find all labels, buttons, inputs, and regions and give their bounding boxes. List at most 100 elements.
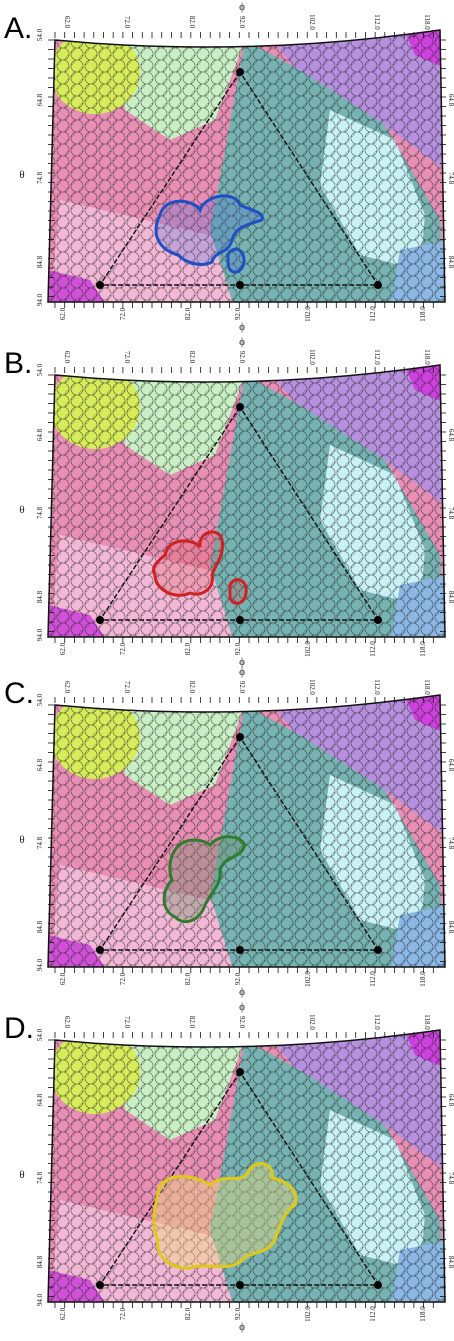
theta-tick-label: 84.8: [36, 255, 44, 268]
theta-tick-label: 74.8: [447, 172, 454, 185]
phi-tick-label: 102.0: [304, 641, 312, 657]
theta-tick-label: 64.8: [36, 758, 44, 771]
phi-tick-label: 102.0: [308, 1014, 316, 1030]
vertex: [96, 616, 104, 624]
vertex: [236, 1068, 244, 1076]
phi-tick-label: 82.0: [184, 1307, 192, 1320]
phi-tick-label: 82.0: [188, 16, 196, 29]
phi-tick-label: 118.0: [419, 306, 427, 322]
phi-tick-label: 92.0: [234, 307, 242, 320]
phi-tick-label: 112.0: [373, 349, 381, 365]
cell-texture: [40, 355, 450, 645]
vertex: [236, 616, 244, 624]
phi-tick-label: 118.0: [423, 1014, 431, 1030]
theta-tick-label: 84.8: [447, 256, 454, 269]
theta-tick-label: 74.8: [36, 171, 44, 184]
phi-tick-label: 102.0: [304, 971, 312, 987]
theta-tick-label: 64.8: [447, 94, 454, 107]
phi-tick-label: 112.0: [369, 641, 377, 657]
vertex: [236, 68, 244, 76]
phi-tick-label: 82.0: [188, 1016, 196, 1029]
panel-label: C.: [4, 677, 34, 710]
vertex: [236, 281, 244, 289]
phi-tick-label: 82.0: [184, 642, 192, 655]
phi-tick-label: 118.0: [419, 641, 427, 657]
phi-label-bottom: ϕ: [239, 986, 245, 998]
theta-tick-label: 64.8: [447, 759, 454, 772]
phi-tick-label: 118.0: [423, 349, 431, 365]
theta-tick-label: 94.0: [36, 293, 44, 306]
surface-map: [40, 355, 450, 645]
theta-tick-label: 84.8: [36, 920, 44, 933]
phi-label-top: ϕ: [239, 1001, 245, 1013]
phi-tick-label: 102.0: [308, 349, 316, 365]
phi-tick-label: 72.0: [123, 16, 131, 29]
theta-tick-label: 74.8: [36, 1171, 44, 1184]
theta-tick-label: 94.0: [36, 1293, 44, 1306]
phi-tick-label: 72.0: [119, 642, 127, 655]
theta-tick-label: 64.8: [447, 1094, 454, 1107]
phi-tick-label: 92.0: [238, 681, 246, 694]
theta-tick-label: 64.8: [447, 429, 454, 442]
surface-map: [40, 685, 450, 975]
phi-tick-label: 62.0: [63, 681, 71, 694]
theta-tick-label: 74.8: [447, 837, 454, 850]
phi-label-top: ϕ: [239, 666, 245, 678]
theta-tick-label: 74.8: [447, 507, 454, 520]
phi-tick-label: 102.0: [308, 14, 316, 30]
vertex: [374, 1281, 382, 1289]
vertex: [236, 733, 244, 741]
phi-tick-label: 112.0: [373, 1014, 381, 1030]
theta-tick-label: 74.8: [36, 836, 44, 849]
panel-label: B.: [4, 347, 32, 380]
cell-texture: [40, 685, 450, 975]
theta-tick-label: 54.0: [36, 1028, 44, 1041]
vertex: [236, 946, 244, 954]
theta-tick-label: 54.0: [36, 363, 44, 376]
phi-tick-label: 102.0: [308, 679, 316, 695]
vertex: [96, 946, 104, 954]
vertex: [96, 1281, 104, 1289]
theta-tick-label: 84.8: [36, 590, 44, 603]
cell-texture: [40, 1020, 450, 1310]
vertex: [96, 281, 104, 289]
phi-tick-label: 112.0: [369, 1306, 377, 1322]
vertex: [374, 946, 382, 954]
highlight-region: [230, 580, 246, 604]
theta-label: θ: [19, 1169, 24, 1181]
phi-tick-label: 118.0: [419, 971, 427, 987]
phi-tick-label: 82.0: [188, 351, 196, 364]
phi-tick-label: 102.0: [304, 306, 312, 322]
vertex: [236, 1281, 244, 1289]
phi-tick-label: 82.0: [188, 681, 196, 694]
theta-tick-label: 64.8: [36, 93, 44, 106]
theta-label: θ: [19, 169, 24, 181]
phi-tick-label: 62.0: [59, 307, 67, 320]
theta-tick-label: 64.8: [36, 428, 44, 441]
phi-tick-label: 92.0: [234, 1307, 242, 1320]
phi-tick-label: 118.0: [423, 14, 431, 30]
theta-tick-label: 64.8: [36, 1093, 44, 1106]
theta-tick-label: 74.8: [36, 506, 44, 519]
theta-tick-label: 54.0: [36, 693, 44, 706]
phi-tick-label: 102.0: [304, 1306, 312, 1322]
phi-tick-label: 62.0: [63, 1016, 71, 1029]
highlight-region: [228, 249, 244, 272]
phi-tick-label: 62.0: [59, 642, 67, 655]
phi-tick-label: 92.0: [238, 351, 246, 364]
phi-tick-label: 118.0: [423, 679, 431, 695]
surface-map: [40, 20, 450, 310]
theta-tick-label: 54.0: [36, 28, 44, 41]
panel-label: A.: [4, 12, 32, 45]
phi-tick-label: 62.0: [59, 972, 67, 985]
theta-tick-label: 84.8: [36, 1255, 44, 1268]
phi-tick-label: 112.0: [373, 679, 381, 695]
phi-tick-label: 62.0: [63, 16, 71, 29]
phi-tick-label: 82.0: [184, 307, 192, 320]
phi-tick-label: 62.0: [63, 351, 71, 364]
phi-tick-label: 112.0: [369, 971, 377, 987]
theta-tick-label: 94.0: [36, 958, 44, 971]
